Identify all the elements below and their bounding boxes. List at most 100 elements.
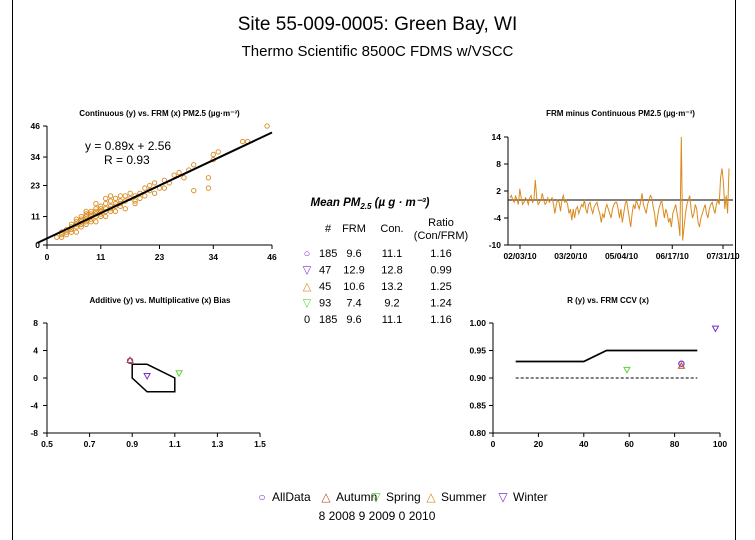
table-row-ratio: 1.24	[430, 298, 451, 310]
scatter-y-tick-label: 46	[31, 121, 41, 131]
timeseries-x-tick-label: 06/17/10	[656, 251, 689, 261]
scatter-point	[88, 208, 94, 215]
table-title: Mean PM2.5 (µ g · m⁻³)	[310, 197, 429, 211]
timeseries-title: FRM minus Continuous PM2.5 (µg·m⁻³)	[546, 109, 695, 118]
scatter-point	[73, 229, 79, 235]
page-title: Site 55-009-0005: Green Bay, WI	[237, 14, 518, 35]
scatter-point	[88, 219, 94, 225]
timeseries-y-tick-label: -10	[489, 240, 502, 250]
scatter-point	[93, 200, 99, 207]
scatter-x-tick-label: 11	[96, 252, 105, 262]
scatter-point	[103, 213, 109, 220]
scatter-point	[122, 206, 128, 212]
table-col-con: Con.	[380, 223, 403, 235]
table-row-con: 12.8	[381, 265, 402, 277]
ccv-y-tick-label: 1.00	[469, 318, 486, 328]
bias-acceptance-region	[131, 363, 176, 393]
ccv-title: R (y) vs. FRM CCV (x)	[567, 296, 649, 305]
scatter-point	[68, 229, 75, 235]
bias-point	[175, 370, 183, 378]
scatter-point	[191, 162, 197, 168]
scatter-point	[210, 151, 216, 158]
scatter-point	[151, 190, 158, 196]
scatter-point	[63, 232, 70, 238]
scatter-y-tick-label: 11	[31, 212, 40, 222]
scatter-x-tick-label: 0	[45, 252, 50, 262]
table-row-symbol: ▽	[303, 298, 312, 310]
timeseries-y-tick-label: 2	[496, 186, 501, 196]
timeseries-x-tick-label: 05/04/10	[605, 251, 638, 261]
scatter-point	[181, 175, 187, 181]
scatter-point	[215, 149, 221, 155]
scatter-x-tick-label: 34	[209, 252, 219, 262]
scatter-point	[171, 172, 177, 178]
scatter-point	[78, 213, 84, 220]
scatter-point	[98, 213, 104, 220]
bias-y-tick-label: -4	[30, 401, 38, 411]
table-row-ratio: 1.25	[430, 281, 451, 293]
table-row-count: 185	[319, 314, 337, 326]
scatter-fit-line	[36, 131, 273, 244]
table-row-con: 9.2	[384, 298, 399, 310]
table-row-frm: 12.9	[343, 265, 364, 277]
ccv-point	[677, 361, 686, 369]
scatter-x-tick-label: 46	[267, 252, 277, 262]
scatter-point	[103, 200, 109, 207]
timeseries-y-tick-label: -4	[493, 213, 501, 223]
scatter-equation: y = 0.89x + 2.56	[85, 139, 171, 153]
ccv-x-tick-label: 60	[624, 439, 634, 449]
scatter-point	[137, 195, 143, 202]
scatter-point	[132, 198, 138, 204]
scatter-point	[151, 180, 158, 186]
table-row-frm: 10.6	[343, 281, 364, 293]
scatter-x-tick-label: 23	[155, 252, 165, 262]
legend-years: 8 2008 9 2009 0 2010	[319, 509, 436, 523]
legend-symbol: ▽	[498, 490, 508, 504]
scatter-point	[54, 234, 60, 240]
legend-symbol: ▽	[371, 490, 381, 504]
scatter-point	[83, 213, 89, 220]
bias-x-tick-label: 1.3	[211, 439, 223, 449]
scatter-point	[117, 193, 124, 199]
table-row-symbol: 0	[304, 314, 310, 326]
scatter-point	[98, 203, 104, 209]
scatter-point	[205, 175, 212, 181]
table-row-ratio: 1.16	[430, 248, 451, 260]
legend-label: Winter	[513, 490, 548, 504]
scatter-title: Continuous (y) vs. FRM (x) PM2.5 (µg·m⁻³…	[79, 109, 240, 118]
scatter-y-tick-label: 0	[35, 240, 40, 250]
scatter-point	[142, 185, 148, 191]
table-row-symbol: △	[303, 281, 312, 293]
ccv-y-tick-label: 0.80	[469, 428, 486, 438]
ccv-criteria-line	[515, 349, 698, 363]
scatter-point	[107, 198, 114, 204]
ccv-y-tick-label: 0.90	[469, 373, 486, 383]
scatter-point	[127, 190, 133, 196]
legend-label: Autumn	[336, 490, 377, 504]
bias-title: Additive (y) vs. Multiplicative (x) Bias	[90, 296, 231, 305]
scatter-point	[240, 138, 246, 145]
scatter-point	[83, 211, 89, 217]
scatter-point	[147, 182, 153, 189]
ccv-x-tick-label: 20	[534, 439, 544, 449]
table-row-frm: 9.6	[346, 314, 361, 326]
ccv-point	[711, 325, 720, 333]
bias-point	[126, 356, 134, 364]
table-row-con: 11.1	[382, 248, 403, 260]
table-col-ratio-sub: (Con/FRM)	[414, 230, 468, 242]
scatter-point	[98, 206, 104, 212]
scatter-point	[93, 206, 99, 212]
scatter-point	[83, 221, 89, 227]
table-row-ratio: 1.16	[430, 314, 451, 326]
timeseries-x-tick-label: 07/31/10	[706, 251, 739, 261]
table-col-frm: FRM	[342, 223, 366, 235]
timeseries-x-tick-label: 02/03/10	[503, 251, 536, 261]
ccv-x-tick-label: 80	[670, 439, 680, 449]
scatter-point	[59, 234, 65, 240]
ccv-point	[678, 360, 685, 367]
legend-symbol: △	[426, 490, 436, 504]
scatter-point	[191, 188, 197, 194]
table-row-count: 45	[319, 281, 331, 293]
bias-x-tick-label: 0.7	[84, 439, 96, 449]
